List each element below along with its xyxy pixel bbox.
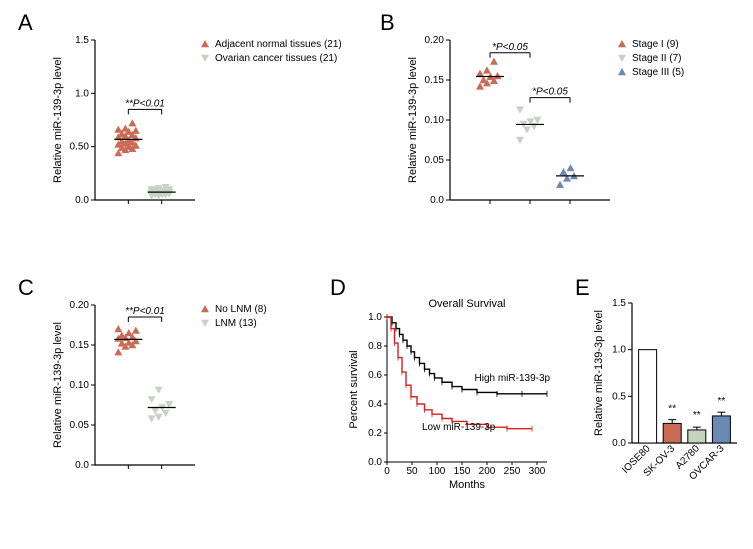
svg-text:**: ** [718, 396, 726, 407]
panel-label-b: B [380, 10, 395, 36]
svg-text:Low miR-139-3p: Low miR-139-3p [422, 422, 496, 433]
svg-text:150: 150 [454, 466, 471, 477]
panel-a-chart: 0.0 0.50 1.0 1.5 Relative miR-139-3p level **… [45, 30, 345, 235]
svg-text:**P<0.01: **P<0.01 [125, 98, 165, 109]
svg-text:300: 300 [529, 466, 546, 477]
panel-e-svg: 0.00.51.01.5Relative miR-139-3p levelIOS… [590, 295, 750, 525]
panel-a-svg: 0.0 0.50 1.0 1.5 Relative miR-139-3p level **… [45, 30, 345, 230]
svg-text:0.0: 0.0 [75, 195, 89, 206]
svg-text:1.5: 1.5 [612, 298, 626, 309]
svg-text:0.8: 0.8 [368, 341, 382, 352]
svg-text:1.0: 1.0 [75, 88, 89, 99]
svg-text:**P<0.01: **P<0.01 [125, 306, 165, 317]
svg-text:0.5: 0.5 [612, 391, 626, 402]
svg-text:**: ** [668, 403, 676, 414]
svg-text:*P<0.05: *P<0.05 [492, 42, 528, 53]
panel-c-chart: 0.0 0.05 0.10 0.15 0.20 Relative miR-139-3p l… [45, 295, 345, 500]
svg-text:Ovarian cancer tissues (21): Ovarian cancer tissues (21) [215, 53, 337, 64]
svg-text:Stage I (9): Stage I (9) [632, 39, 679, 50]
svg-text:0.15: 0.15 [70, 340, 90, 351]
panel-b-chart: 0.0 0.05 0.10 0.15 0.20 Relative miR-139-3p l… [400, 30, 740, 235]
panel-label-e: E [575, 275, 590, 301]
svg-text:Stage II (7): Stage II (7) [632, 53, 681, 64]
svg-text:Overall Survival: Overall Survival [428, 298, 505, 310]
svg-text:0.6: 0.6 [368, 370, 382, 381]
svg-text:0.10: 0.10 [70, 380, 90, 391]
svg-text:*P<0.05: *P<0.05 [532, 87, 568, 98]
panel-d-svg: Overall Survival 0.0 0.2 0.4 0.6 0.8 1.0 0 50 100… [345, 295, 565, 500]
svg-text:0.2: 0.2 [368, 428, 382, 439]
svg-text:0.20: 0.20 [70, 300, 90, 311]
svg-text:0.4: 0.4 [368, 399, 382, 410]
panel-c-svg: 0.0 0.05 0.10 0.15 0.20 Relative miR-139-3p l… [45, 295, 345, 495]
svg-text:1.0: 1.0 [368, 312, 382, 323]
svg-text:0.0: 0.0 [430, 195, 444, 206]
svg-text:Percent survival: Percent survival [348, 350, 360, 428]
svg-text:200: 200 [479, 466, 496, 477]
svg-text:LNM (13): LNM (13) [215, 318, 257, 329]
svg-text:Relative miR-139-3p level: Relative miR-139-3p level [52, 322, 64, 448]
svg-text:0.0: 0.0 [75, 460, 89, 471]
panel-b-svg: 0.0 0.05 0.10 0.15 0.20 Relative miR-139-3p l… [400, 30, 740, 230]
panel-d-chart: Overall Survival 0.0 0.2 0.4 0.6 0.8 1.0 0 50 100… [345, 295, 565, 505]
svg-text:0.0: 0.0 [368, 457, 382, 468]
svg-text:0.15: 0.15 [425, 75, 445, 86]
panel-e-chart: 0.00.51.01.5Relative miR-139-3p levelIOS… [590, 295, 750, 530]
svg-text:0.05: 0.05 [425, 155, 445, 166]
svg-text:Relative miR-139-3p level: Relative miR-139-3p level [407, 57, 419, 183]
svg-text:High miR-139-3p: High miR-139-3p [475, 373, 551, 384]
svg-text:Relative miR-139-3p level: Relative miR-139-3p level [593, 310, 605, 436]
svg-text:**: ** [693, 410, 701, 421]
panel-label-d: D [330, 275, 346, 301]
svg-text:Stage III (5): Stage III (5) [632, 67, 684, 78]
svg-text:1.5: 1.5 [75, 35, 89, 46]
svg-text:Months: Months [449, 479, 486, 491]
svg-text:0.20: 0.20 [425, 35, 445, 46]
svg-text:100: 100 [429, 466, 446, 477]
svg-text:0.0: 0.0 [612, 438, 626, 449]
panel-label-c: C [18, 275, 34, 301]
svg-text:1.0: 1.0 [612, 345, 626, 356]
svg-text:Adjacent normal tissues (21): Adjacent normal tissues (21) [215, 39, 342, 50]
svg-text:Relative miR-139-3p level: Relative miR-139-3p level [52, 57, 64, 183]
svg-text:0: 0 [384, 466, 390, 477]
svg-text:0.10: 0.10 [425, 115, 445, 126]
svg-text:0.05: 0.05 [70, 420, 90, 431]
svg-text:250: 250 [504, 466, 521, 477]
svg-text:No LNM (8): No LNM (8) [215, 304, 267, 315]
svg-text:50: 50 [406, 466, 418, 477]
svg-text:0.50: 0.50 [70, 142, 90, 153]
panel-label-a: A [18, 10, 33, 36]
